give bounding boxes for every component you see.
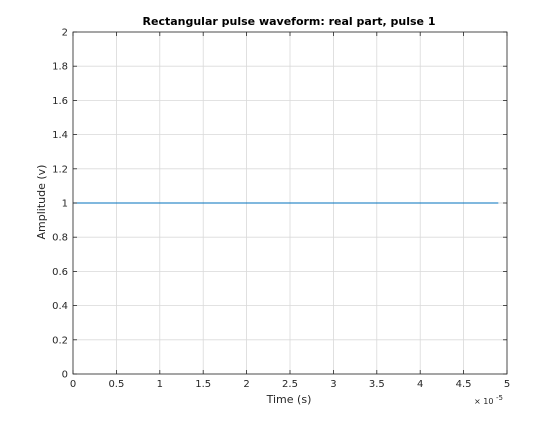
x-tick-label: 2.5	[282, 379, 298, 390]
x-tick-label: 1.5	[195, 379, 211, 390]
x-tick-label: 0	[70, 379, 76, 390]
x-tick-label: 3.5	[369, 379, 385, 390]
y-tick-label: 0.8	[52, 233, 68, 244]
x-axis-exponent-power: -5	[496, 394, 503, 402]
chart-title: Rectangular pulse waveform: real part, p…	[143, 15, 436, 28]
y-tick-label: 0	[62, 370, 68, 381]
y-tick-label: 1.4	[52, 130, 68, 141]
x-tick-label: 1	[157, 379, 163, 390]
y-tick-label: 0.4	[52, 301, 68, 312]
x-axis-exponent-base: × 10	[474, 397, 493, 406]
y-tick-label: 0.2	[52, 335, 68, 346]
x-axis-exponent: × 10 -5	[474, 394, 503, 406]
y-tick-label: 1.6	[52, 96, 68, 107]
x-tick-label: 2	[243, 379, 249, 390]
x-tick-label: 3	[330, 379, 336, 390]
y-tick-label: 0.6	[52, 267, 68, 278]
y-tick-label: 1	[62, 199, 68, 210]
x-tick-label: 5	[504, 379, 510, 390]
y-tick-label: 1.8	[52, 62, 68, 73]
x-tick-label: 4	[417, 379, 423, 390]
x-axis-label: Time (s)	[266, 393, 312, 406]
y-axis-label: Amplitude (v)	[35, 165, 48, 240]
y-tick-label: 2	[62, 28, 68, 39]
x-tick-label: 4.5	[456, 379, 472, 390]
plot-area: 0 0.5 1 1.5 2 2.5 3 3.5 4 4.5 5 0 0.2 0.4 0.6 0.8 1 1.2 1.…	[52, 28, 510, 391]
y-tick-label: 1.2	[52, 164, 68, 175]
x-tick-label: 0.5	[108, 379, 124, 390]
